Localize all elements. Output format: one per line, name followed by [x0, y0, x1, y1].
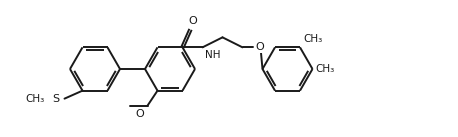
Text: S: S: [52, 94, 60, 104]
Text: O: O: [256, 42, 264, 52]
Text: CH₃: CH₃: [25, 94, 44, 104]
Text: CH₃: CH₃: [316, 64, 335, 74]
Text: NH: NH: [205, 50, 220, 60]
Text: O: O: [188, 16, 197, 26]
Text: O: O: [136, 109, 145, 119]
Text: CH₃: CH₃: [303, 34, 322, 44]
